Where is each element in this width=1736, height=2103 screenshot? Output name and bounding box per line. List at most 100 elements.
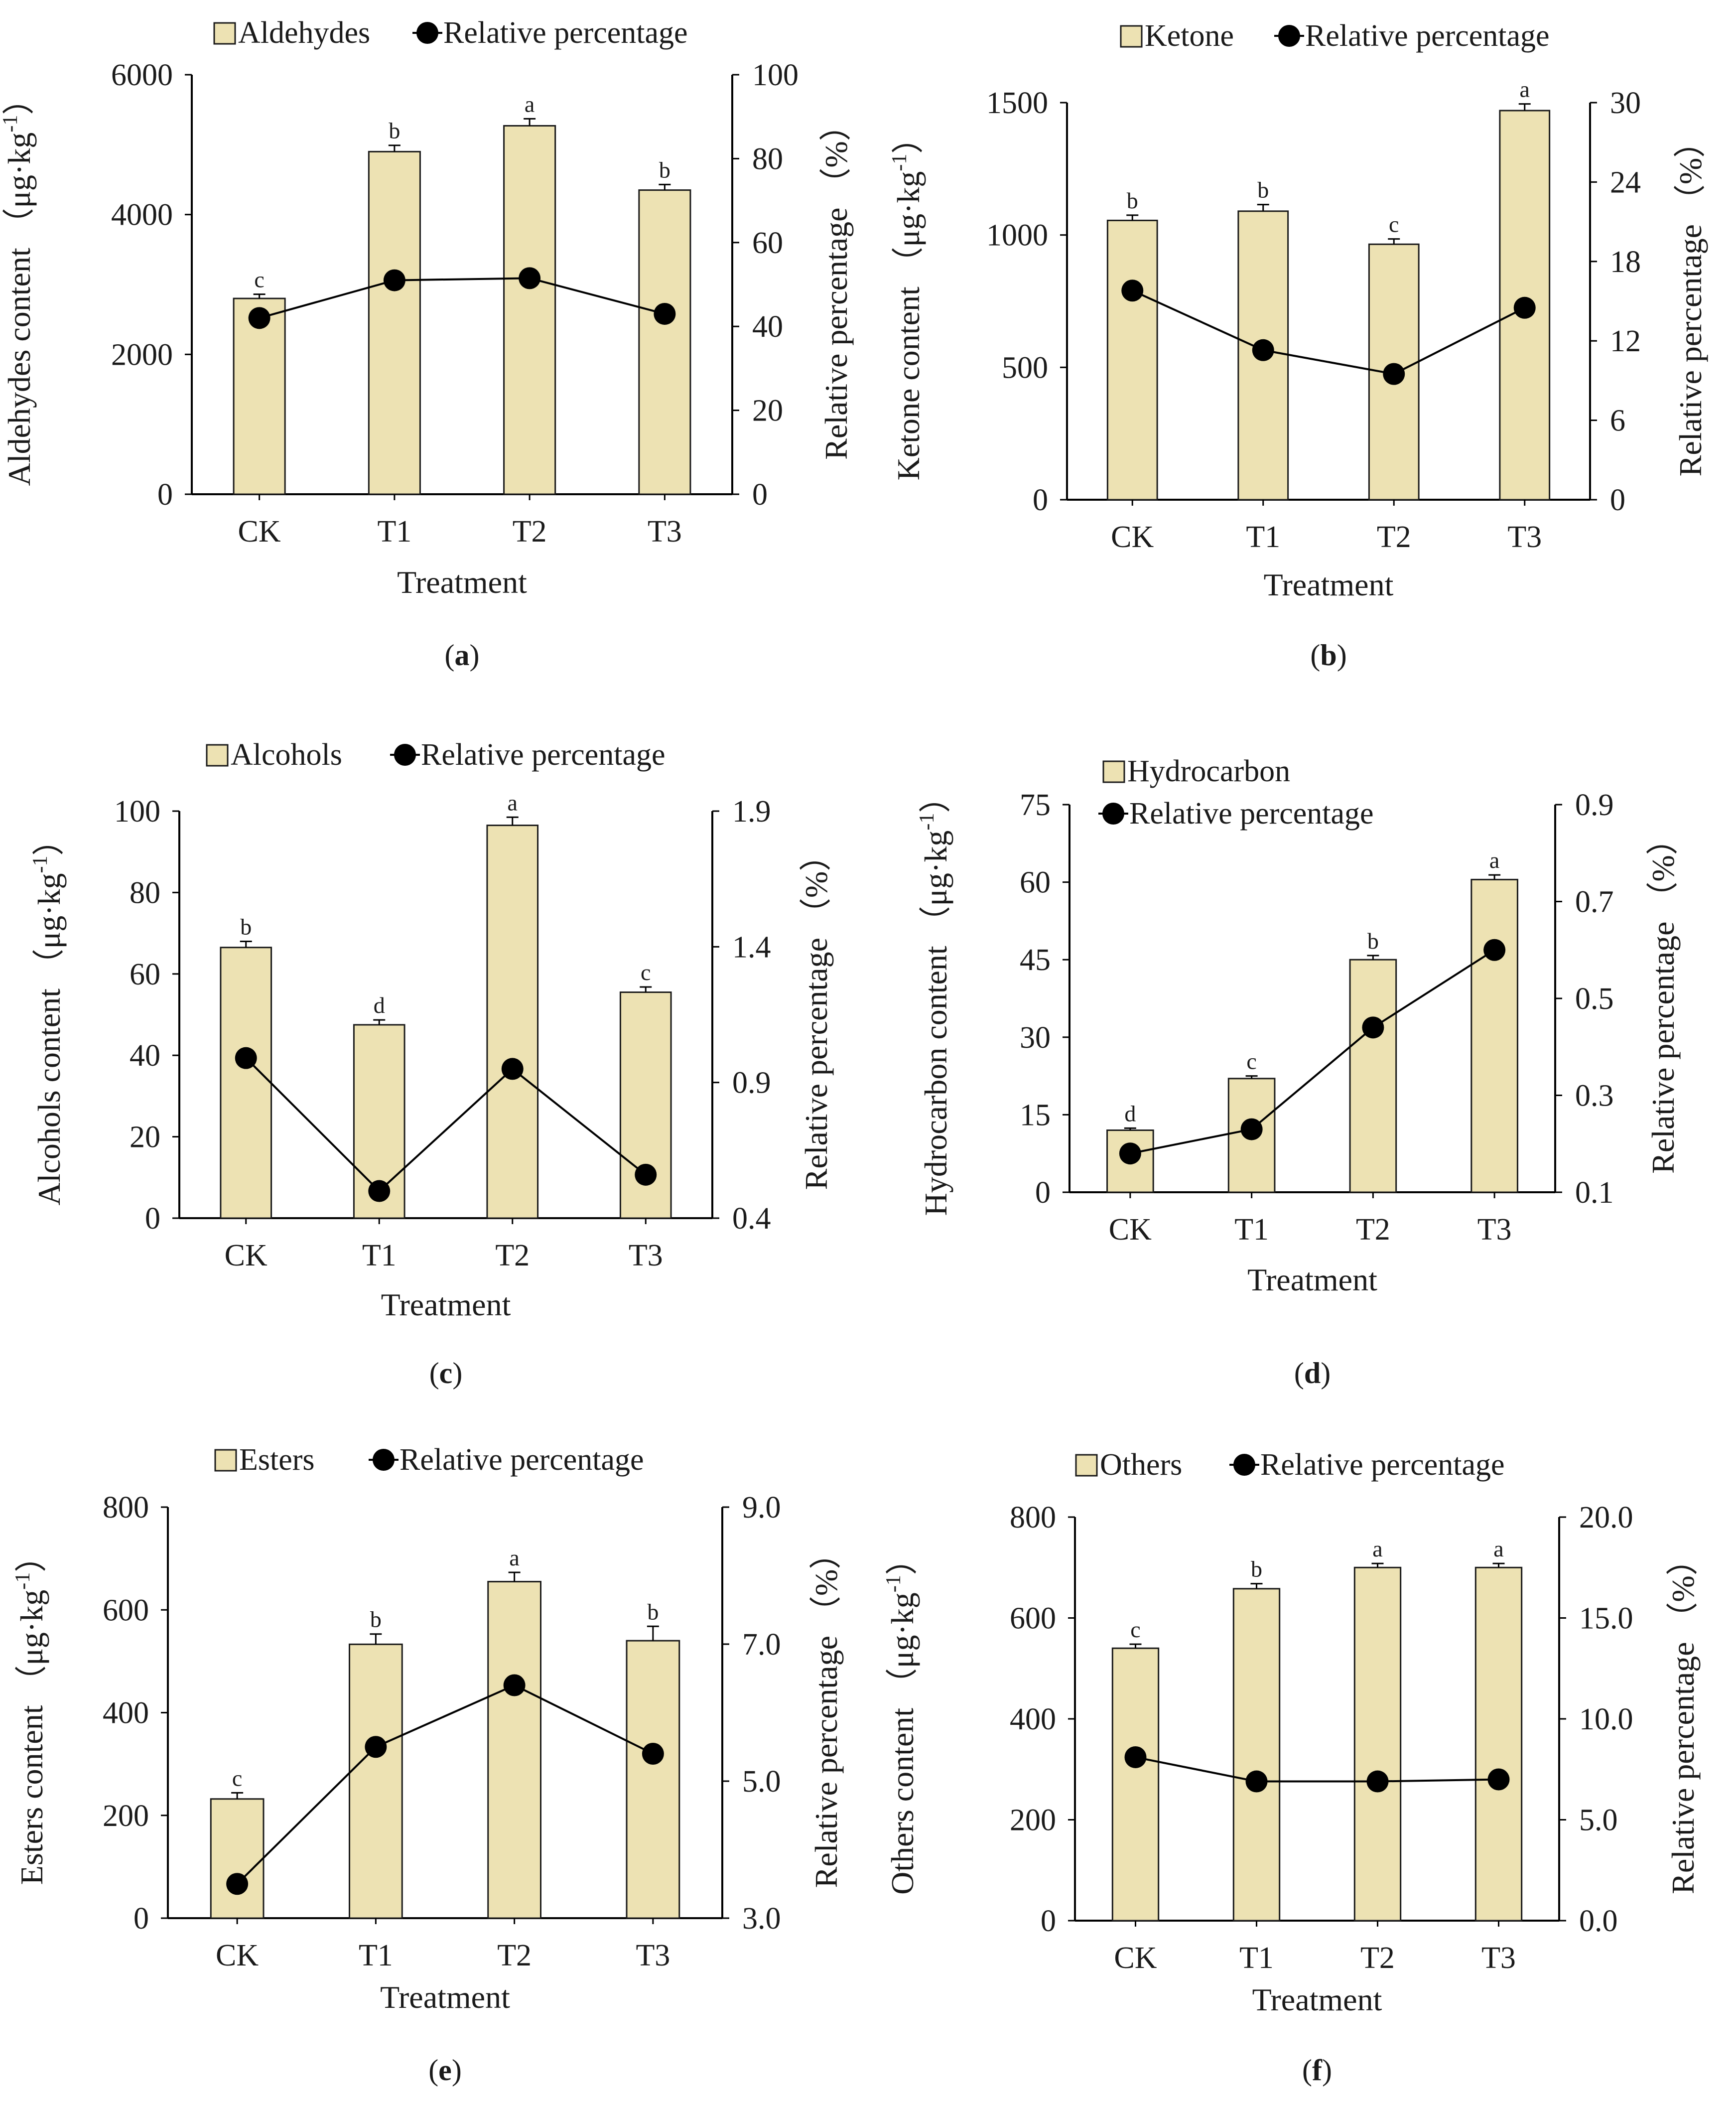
significance-letter-T2: a xyxy=(525,91,534,117)
left-y-tick-label: 800 xyxy=(1010,1501,1056,1535)
legend-bar-swatch xyxy=(1102,760,1125,783)
significance-letter-CK: b xyxy=(240,914,252,939)
left-y-tick-label: 30 xyxy=(1020,1021,1051,1055)
right-y-tick-label: 7.0 xyxy=(742,1628,781,1662)
legend-bar-swatch xyxy=(1120,25,1143,48)
significance-letter-T3: a xyxy=(1520,77,1530,102)
left-y-tick-label: 400 xyxy=(1010,1702,1056,1736)
relative-percentage-point-CK xyxy=(1124,1746,1147,1768)
right-y-tick-label: 80 xyxy=(752,142,783,176)
left-y-tick-label: 600 xyxy=(103,1593,149,1627)
left-y-axis-title-close: ） xyxy=(1,83,37,115)
left-y-axis-title-text: Ketone content （μg·kg xyxy=(891,171,926,481)
relative-percentage-point-T2 xyxy=(519,267,541,289)
x-axis-title: Treatment xyxy=(1247,1262,1377,1297)
relative-percentage-point-T2 xyxy=(1383,363,1405,385)
left-y-axis-title-superscript: -1 xyxy=(0,115,22,133)
left-y-tick-label: 6000 xyxy=(111,58,173,92)
bar-T2 xyxy=(487,1581,541,1919)
significance-letter-T2: a xyxy=(508,790,518,815)
x-axis-title: Treatment xyxy=(397,564,527,600)
legend-line-label: Relative percentage xyxy=(421,738,666,772)
left-y-tick-label: 0 xyxy=(1033,483,1048,517)
legend: Esters Relative percentage xyxy=(214,1443,644,1477)
left-y-axis-title-close: ） xyxy=(918,781,953,813)
x-axis-title: Treatment xyxy=(1264,567,1394,602)
left-y-axis-title: Ketone content （μg·kg-1） xyxy=(888,122,926,481)
relative-percentage-line xyxy=(236,1684,654,1885)
right-y-tick-label: 24 xyxy=(1610,165,1641,199)
left-y-tick-label: 0 xyxy=(134,1902,149,1936)
x-tick-label-T3: T3 xyxy=(1507,520,1542,554)
right-y-tick-label: 40 xyxy=(752,310,783,344)
left-y-tick-label: 0 xyxy=(1041,1904,1056,1938)
chart-panel-d: 0 15 30 45 60 75 0.1 0.3 0.5 0.7 0.9 d CK c T1 b T2 a T3 Hy… xyxy=(916,754,1681,1390)
chart-panel-c: 0 20 40 60 80 100 0.4 0.9 1.4 1.9 b CK d T1 a T2 c T3 Alco… xyxy=(29,738,834,1390)
panel-caption-close: ) xyxy=(470,639,480,672)
left-y-tick-label: 100 xyxy=(114,795,160,829)
bar-CK xyxy=(1106,219,1158,501)
relative-percentage-point-CK xyxy=(1119,1142,1141,1165)
relative-percentage-point-T3 xyxy=(654,302,676,325)
relative-percentage-point-T2 xyxy=(1366,1770,1389,1793)
right-y-tick-label: 5.0 xyxy=(1579,1804,1618,1837)
right-y-tick-label: 0 xyxy=(752,478,768,512)
significance-letter-T1: b xyxy=(389,118,400,143)
x-tick-label-T1: T1 xyxy=(362,1239,397,1272)
bar-T3 xyxy=(638,189,691,495)
legend-bar-swatch xyxy=(213,22,236,45)
legend-bar-swatch xyxy=(214,1449,237,1472)
x-tick-label-T2: T2 xyxy=(513,515,547,549)
left-y-tick-label: 60 xyxy=(130,958,160,991)
right-y-tick-label: 0.0 xyxy=(1579,1904,1618,1938)
panel-caption-close: ) xyxy=(1322,2054,1332,2087)
chart-panel-a: 0 2000 4000 6000 0 20 40 60 80 100 c CK b T1 a T2 b T3 Ald… xyxy=(0,16,854,672)
left-y-tick-label: 0 xyxy=(1035,1176,1051,1210)
panel-caption-open: ( xyxy=(1294,1357,1304,1390)
x-tick-label-T2: T2 xyxy=(1377,520,1411,554)
left-y-tick-label: 2000 xyxy=(111,338,173,372)
significance-letter-T3: c xyxy=(641,960,651,985)
relative-percentage-point-T3 xyxy=(1513,296,1536,319)
right-y-tick-label: 20.0 xyxy=(1579,1501,1633,1535)
panel-caption-close: ) xyxy=(452,2054,462,2087)
relative-percentage-point-T1 xyxy=(383,269,405,291)
left-y-tick-label: 75 xyxy=(1020,788,1051,822)
relative-percentage-point-T1 xyxy=(365,1736,387,1758)
x-tick-label-T3: T3 xyxy=(1477,1213,1512,1247)
right-y-tick-label: 0.9 xyxy=(732,1066,771,1100)
left-y-tick-label: 0 xyxy=(145,1202,160,1236)
left-y-axis-title: Alcohols content （μg·kg-1） xyxy=(29,824,67,1205)
legend-bar-swatch xyxy=(206,744,229,767)
panel-caption-open: ( xyxy=(1302,2054,1312,2087)
left-y-tick-label: 80 xyxy=(130,876,160,910)
significance-letter-CK: d xyxy=(1124,1101,1136,1126)
x-axis-title: Treatment xyxy=(1252,1982,1382,2017)
legend-line-label: Relative percentage xyxy=(1129,797,1374,831)
relative-percentage-point-CK xyxy=(248,307,270,329)
x-tick-label-CK: CK xyxy=(225,1239,267,1272)
panel-caption-open: ( xyxy=(445,639,455,672)
left-y-tick-label: 20 xyxy=(130,1121,160,1154)
chart-panel-f: 0 200 400 600 800 0.0 5.0 10.0 15.0 20.0 c CK b T1 a T2… xyxy=(882,1448,1701,2087)
x-tick-label-T1: T1 xyxy=(377,515,411,549)
panel-caption-close: ) xyxy=(1321,1357,1331,1390)
left-y-axis-title-superscript: -1 xyxy=(888,154,911,171)
relative-percentage-line xyxy=(259,277,665,319)
relative-percentage-point-CK xyxy=(1121,280,1144,302)
relative-percentage-point-T2 xyxy=(501,1058,524,1080)
x-tick-label-T2: T2 xyxy=(1360,1941,1395,1975)
relative-percentage-line xyxy=(1135,1756,1499,1783)
right-y-axis-title: Relative percentage （%） xyxy=(1665,1543,1701,1894)
left-y-tick-label: 600 xyxy=(1010,1602,1056,1636)
right-y-tick-label: 18 xyxy=(1610,245,1641,279)
right-y-tick-label: 100 xyxy=(752,58,799,92)
x-axis-title: Treatment xyxy=(381,1287,511,1322)
x-tick-label-CK: CK xyxy=(1111,520,1154,554)
chart-panel-e: 0 200 400 600 800 3.0 5.0 7.0 9.0 c CK b T1 a T2 b T3 Est… xyxy=(11,1443,844,2087)
panel-caption-letter: d xyxy=(1304,1357,1321,1390)
legend-marker-swatch xyxy=(416,22,438,44)
left-y-axis-title-text: Others content （μg·kg xyxy=(885,1592,920,1895)
left-y-tick-label: 40 xyxy=(130,1039,160,1073)
